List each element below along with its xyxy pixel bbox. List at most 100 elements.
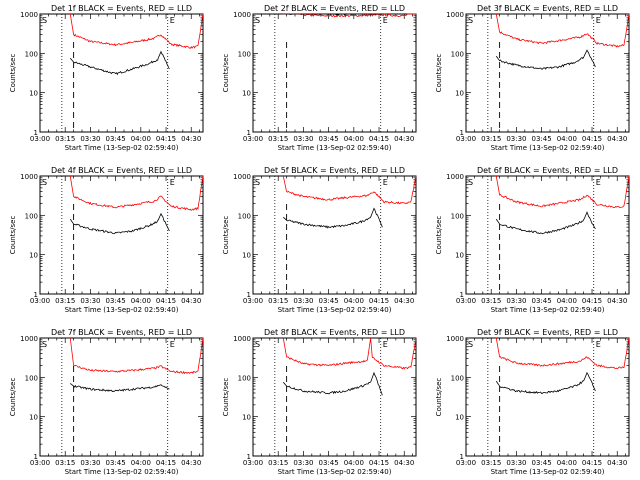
y-tick-label: 100 bbox=[25, 374, 38, 382]
end-marker-label: E bbox=[170, 178, 175, 187]
chart-panel-1: Det 1f BLACK = Events, RED = LLD 03:00 03:… bbox=[9, 4, 204, 152]
y-tick-label: 10 bbox=[242, 252, 251, 260]
chart-title: Det 3f BLACK = Events, RED = LLD bbox=[477, 4, 618, 13]
x-tick-label: 03:15 bbox=[268, 297, 288, 305]
y-tick-label: 1000 bbox=[20, 173, 38, 181]
chart-title: Det 7f BLACK = Events, RED = LLD bbox=[51, 328, 192, 337]
x-tick-label: 04:00 bbox=[557, 459, 577, 467]
x-tick-label: 04:15 bbox=[582, 297, 602, 305]
x-tick-label: 04:30 bbox=[394, 459, 414, 467]
series-line-lld-red bbox=[495, 13, 630, 48]
y-axis-label: Counts/sec bbox=[9, 54, 17, 93]
series-line-lld-red bbox=[283, 13, 416, 18]
y-tick-label: 1 bbox=[34, 453, 38, 461]
chart-title: Det 6f BLACK = Events, RED = LLD bbox=[477, 166, 618, 175]
x-tick-label: 03:30 bbox=[80, 459, 100, 467]
x-axis-label: Start Time (13-Sep-02 02:59:40) bbox=[491, 306, 605, 314]
series-line-events-black bbox=[69, 50, 170, 76]
x-tick-label: 03:45 bbox=[319, 459, 339, 467]
x-tick-label: 03:45 bbox=[106, 135, 126, 143]
y-tick-label: 1 bbox=[247, 129, 251, 137]
x-axis-label: Start Time (13-Sep-02 02:59:40) bbox=[65, 468, 179, 476]
start-marker-label: S bbox=[255, 340, 260, 349]
y-axis-label: Counts/sec bbox=[222, 54, 230, 93]
chart-panel-4: Det 4f BLACK = Events, RED = LLD 03:00 03:… bbox=[9, 166, 204, 314]
x-tick-label: 03:15 bbox=[268, 135, 288, 143]
x-tick-label: 04:00 bbox=[344, 297, 364, 305]
x-tick-label: 03:45 bbox=[319, 135, 339, 143]
y-tick-label: 100 bbox=[451, 212, 464, 220]
x-tick-label: 03:15 bbox=[268, 459, 288, 467]
x-tick-label: 03:00 bbox=[243, 135, 263, 143]
x-tick-label: 03:15 bbox=[481, 459, 501, 467]
x-tick-label: 03:00 bbox=[243, 459, 263, 467]
x-tick-label: 04:30 bbox=[394, 135, 414, 143]
start-marker-label: S bbox=[42, 340, 47, 349]
chart-title: Det 8f BLACK = Events, RED = LLD bbox=[264, 328, 405, 337]
series-line-events-black bbox=[282, 371, 383, 396]
chart-title: Det 4f BLACK = Events, RED = LLD bbox=[51, 166, 192, 175]
chart-title: Det 5f BLACK = Events, RED = LLD bbox=[264, 166, 405, 175]
y-tick-label: 100 bbox=[451, 50, 464, 58]
series-line-lld-red bbox=[69, 13, 204, 49]
y-tick-label: 1000 bbox=[233, 11, 251, 19]
plot-frame bbox=[39, 337, 204, 457]
x-tick-label: 04:00 bbox=[557, 135, 577, 143]
x-tick-label: 03:00 bbox=[243, 297, 263, 305]
y-tick-label: 1000 bbox=[233, 173, 251, 181]
y-tick-label: 10 bbox=[29, 414, 38, 422]
series-line-lld-red bbox=[69, 175, 204, 211]
x-tick-label: 03:15 bbox=[481, 297, 501, 305]
end-marker-label: E bbox=[170, 340, 175, 349]
x-tick-label: 03:45 bbox=[106, 459, 126, 467]
y-axis-label: Counts/sec bbox=[9, 216, 17, 255]
y-tick-label: 100 bbox=[238, 50, 251, 58]
x-tick-label: 03:00 bbox=[30, 459, 50, 467]
x-tick-label: 03:45 bbox=[106, 297, 126, 305]
x-tick-label: 03:30 bbox=[506, 459, 526, 467]
x-tick-label: 03:45 bbox=[532, 459, 552, 467]
x-tick-label: 03:30 bbox=[293, 459, 313, 467]
chart-panel-3: Det 3f BLACK = Events, RED = LLD 03:00 03:… bbox=[435, 4, 630, 152]
x-tick-label: 03:00 bbox=[456, 297, 476, 305]
x-tick-label: 03:30 bbox=[506, 297, 526, 305]
x-tick-label: 03:45 bbox=[532, 135, 552, 143]
series-line-lld-red bbox=[495, 337, 630, 370]
start-marker-label: S bbox=[468, 178, 473, 187]
y-axis-label: Counts/sec bbox=[435, 378, 443, 417]
y-axis-label: Counts/sec bbox=[222, 378, 230, 417]
series-line-events-black bbox=[283, 13, 383, 16]
series-line-lld-red bbox=[282, 337, 417, 370]
end-marker-label: E bbox=[596, 340, 601, 349]
end-marker-label: E bbox=[383, 178, 388, 187]
y-tick-label: 1000 bbox=[20, 335, 38, 343]
y-tick-label: 100 bbox=[25, 212, 38, 220]
x-tick-label: 03:15 bbox=[481, 135, 501, 143]
x-tick-label: 03:30 bbox=[80, 297, 100, 305]
chart-panel-9: Det 9f BLACK = Events, RED = LLD 03:00 03:… bbox=[435, 328, 630, 476]
x-tick-label: 03:00 bbox=[456, 459, 476, 467]
y-tick-label: 1 bbox=[460, 291, 464, 299]
x-tick-label: 04:00 bbox=[131, 297, 151, 305]
end-marker-label: E bbox=[383, 16, 388, 25]
chart-panel-5: Det 5f BLACK = Events, RED = LLD 03:00 03:… bbox=[222, 166, 417, 314]
start-marker-label: S bbox=[468, 16, 473, 25]
start-marker-label: S bbox=[42, 178, 47, 187]
y-tick-label: 10 bbox=[455, 414, 464, 422]
end-marker-label: E bbox=[596, 178, 601, 187]
series-line-events-black bbox=[69, 212, 170, 235]
y-axis-label: Counts/sec bbox=[435, 54, 443, 93]
x-tick-label: 03:15 bbox=[55, 135, 75, 143]
x-tick-label: 03:30 bbox=[80, 135, 100, 143]
x-tick-label: 03:15 bbox=[55, 297, 75, 305]
end-marker-label: E bbox=[596, 16, 601, 25]
x-tick-label: 03:45 bbox=[532, 297, 552, 305]
y-tick-label: 1000 bbox=[446, 11, 464, 19]
x-axis-label: Start Time (13-Sep-02 02:59:40) bbox=[278, 306, 392, 314]
chart-title: Det 1f BLACK = Events, RED = LLD bbox=[51, 4, 192, 13]
y-tick-label: 1 bbox=[34, 291, 38, 299]
chart-title: Det 2f BLACK = Events, RED = LLD bbox=[264, 4, 405, 13]
x-tick-label: 04:15 bbox=[156, 297, 176, 305]
x-tick-label: 04:00 bbox=[344, 459, 364, 467]
y-tick-label: 10 bbox=[455, 90, 464, 98]
